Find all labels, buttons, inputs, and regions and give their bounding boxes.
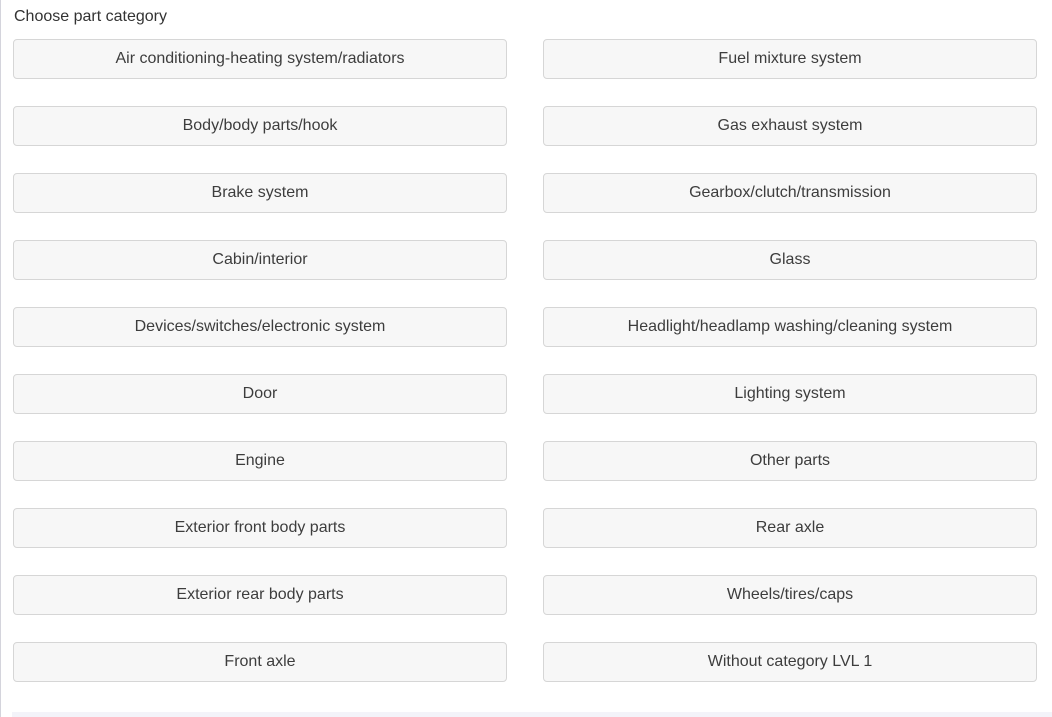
category-column-right: Fuel mixture system Gas exhaust system G… [543, 39, 1037, 682]
category-button-cabin-interior[interactable]: Cabin/interior [13, 240, 507, 280]
bottom-edge-strip [12, 712, 1052, 717]
category-button-engine[interactable]: Engine [13, 441, 507, 481]
category-button-lighting-system[interactable]: Lighting system [543, 374, 1037, 414]
category-button-exterior-rear-body-parts[interactable]: Exterior rear body parts [13, 575, 507, 615]
category-button-gearbox-clutch-transmission[interactable]: Gearbox/clutch/transmission [543, 173, 1037, 213]
category-button-wheels-tires-caps[interactable]: Wheels/tires/caps [543, 575, 1037, 615]
category-button-brake-system[interactable]: Brake system [13, 173, 507, 213]
category-button-devices-switches-electronic-system[interactable]: Devices/switches/electronic system [13, 307, 507, 347]
page-title: Choose part category [14, 8, 167, 25]
category-button-front-axle[interactable]: Front axle [13, 642, 507, 682]
category-column-left: Air conditioning-heating system/radiator… [13, 39, 507, 682]
category-button-rear-axle[interactable]: Rear axle [543, 508, 1037, 548]
category-button-other-parts[interactable]: Other parts [543, 441, 1037, 481]
category-button-body-body-parts-hook[interactable]: Body/body parts/hook [13, 106, 507, 146]
panel-left-border [0, 0, 1, 717]
category-button-without-category-lvl-1[interactable]: Without category LVL 1 [543, 642, 1037, 682]
category-button-fuel-mixture-system[interactable]: Fuel mixture system [543, 39, 1037, 79]
category-button-glass[interactable]: Glass [543, 240, 1037, 280]
category-button-exterior-front-body-parts[interactable]: Exterior front body parts [13, 508, 507, 548]
category-grid: Air conditioning-heating system/radiator… [0, 26, 1052, 682]
category-button-headlight-headlamp-washing-cleaning-system[interactable]: Headlight/headlamp washing/cleaning syst… [543, 307, 1037, 347]
category-button-door[interactable]: Door [13, 374, 507, 414]
category-button-gas-exhaust-system[interactable]: Gas exhaust system [543, 106, 1037, 146]
category-button-air-conditioning-heating-system-radiators[interactable]: Air conditioning-heating system/radiator… [13, 39, 507, 79]
